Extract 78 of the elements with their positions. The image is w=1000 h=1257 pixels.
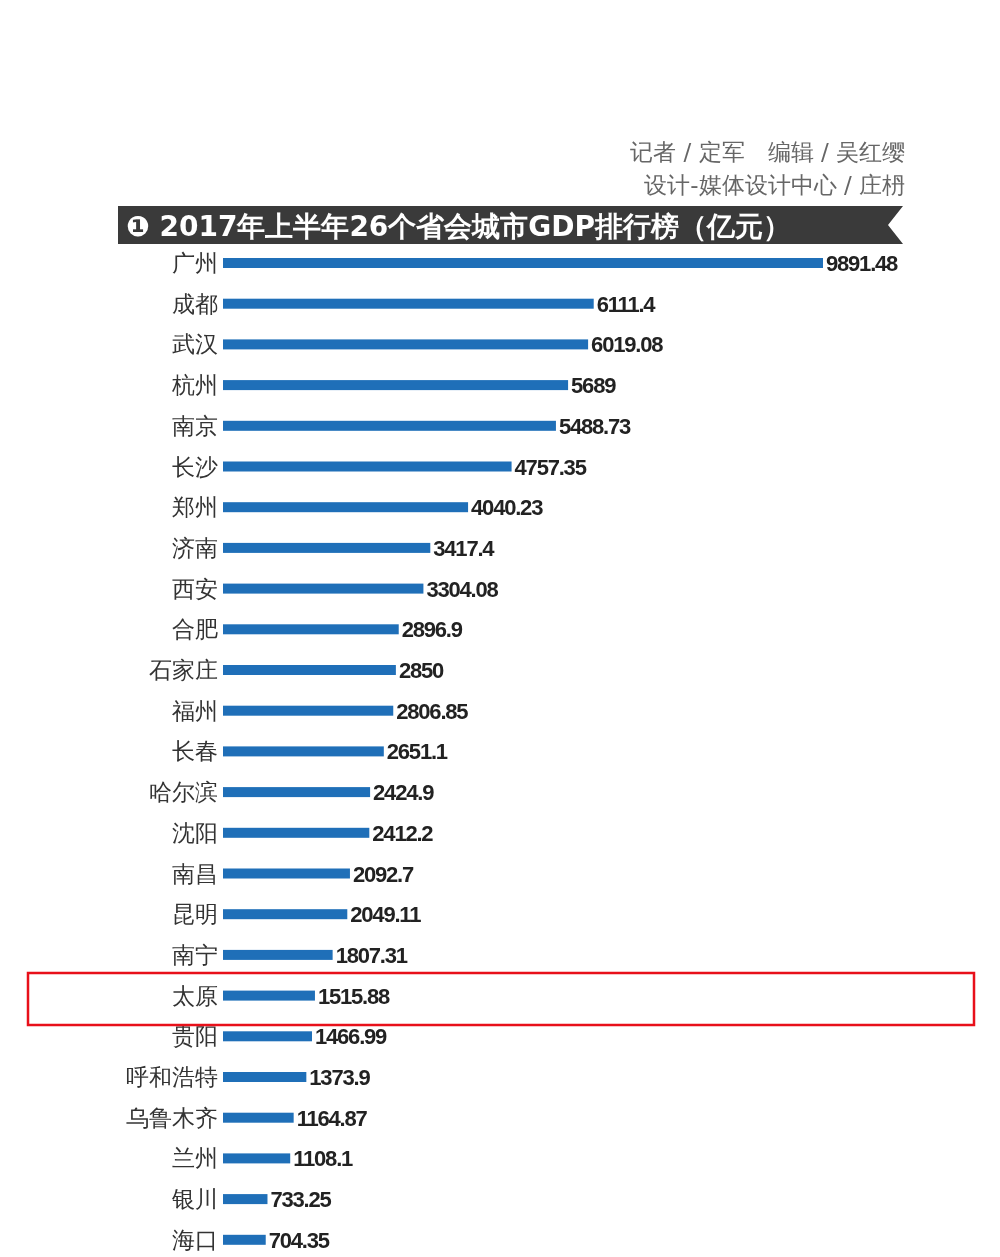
data-label: 2412.2 bbox=[372, 820, 434, 846]
bar bbox=[223, 909, 348, 920]
bar bbox=[223, 746, 384, 757]
y-tick-label: 南京 bbox=[172, 412, 218, 439]
bar bbox=[223, 1112, 294, 1123]
data-label: 2424.9 bbox=[373, 780, 435, 806]
data-label: 2850 bbox=[398, 658, 444, 683]
bar bbox=[223, 1031, 312, 1042]
bar bbox=[223, 827, 370, 838]
text: 记者 / 定军 编辑 / 吴红缨 bbox=[630, 139, 905, 165]
data-label: 3304.08 bbox=[426, 576, 499, 602]
bar bbox=[223, 1072, 307, 1082]
bar bbox=[223, 665, 396, 675]
bar bbox=[223, 949, 333, 960]
bar bbox=[223, 502, 469, 513]
data-label: 2651.1 bbox=[386, 739, 448, 765]
data-label: 6111.4 bbox=[596, 291, 657, 317]
y-tick-label: 太原 bbox=[172, 982, 218, 1009]
y-tick-label: 沈阳 bbox=[172, 819, 218, 846]
y-tick-label: 广州 bbox=[172, 250, 218, 276]
data-label: 4040.23 bbox=[471, 495, 544, 521]
bar bbox=[223, 542, 431, 553]
y-tick-label: 昆明 bbox=[172, 901, 218, 928]
y-tick-label: 济南 bbox=[172, 534, 218, 561]
data-label: 5488.73 bbox=[558, 413, 632, 439]
bar bbox=[223, 298, 594, 309]
y-tick-label: 贵阳 bbox=[172, 1023, 218, 1050]
y-tick-label: 西安 bbox=[172, 575, 218, 602]
bar bbox=[223, 339, 589, 350]
bar bbox=[223, 583, 424, 594]
bar bbox=[223, 990, 315, 1001]
y-tick-label: 杭州 bbox=[171, 372, 218, 399]
data-label: 2806.85 bbox=[396, 698, 469, 724]
bar bbox=[223, 461, 512, 472]
y-tick-label: 石家庄 bbox=[149, 657, 218, 683]
bar bbox=[223, 1194, 268, 1205]
data-label: 9891.48 bbox=[826, 251, 899, 276]
y-tick-label: 兰州 bbox=[172, 1145, 218, 1172]
y-tick-label: 银川 bbox=[171, 1186, 218, 1213]
bar bbox=[223, 1234, 266, 1245]
data-label: 6019.08 bbox=[591, 332, 664, 358]
bar bbox=[223, 787, 371, 798]
data-label: 1466.99 bbox=[314, 1024, 388, 1050]
bar bbox=[223, 258, 823, 268]
y-tick-label: 南昌 bbox=[172, 860, 218, 887]
y-tick-label: 乌鲁木齐 bbox=[126, 1104, 218, 1131]
text: 设计-媒体设计中心 / 庄枬 bbox=[644, 172, 905, 198]
bar bbox=[223, 380, 569, 391]
y-tick-label: 长春 bbox=[172, 738, 218, 765]
bar bbox=[223, 1153, 291, 1164]
y-tick-label: 成都 bbox=[172, 290, 218, 317]
data-label: 733.25 bbox=[270, 1187, 332, 1213]
data-label: 2092.7 bbox=[352, 861, 414, 887]
y-tick-label: 长沙 bbox=[172, 453, 218, 480]
y-tick-label: 郑州 bbox=[172, 494, 218, 521]
data-label: 1373.9 bbox=[309, 1065, 371, 1090]
data-label: 2049.11 bbox=[350, 902, 422, 928]
data-label: 4757.35 bbox=[514, 454, 587, 480]
data-label: 1515.88 bbox=[317, 983, 391, 1009]
y-tick-label: 福州 bbox=[172, 697, 218, 724]
data-label: 5689 bbox=[571, 373, 617, 399]
bar bbox=[223, 624, 399, 635]
y-tick-label: 武汉 bbox=[172, 331, 218, 358]
bar bbox=[223, 420, 556, 431]
y-tick-label: 合肥 bbox=[172, 616, 218, 643]
y-tick-label: 海口 bbox=[172, 1226, 218, 1253]
data-label: 3417.4 bbox=[433, 535, 496, 561]
data-label: 1108.1 bbox=[293, 1146, 354, 1172]
data-label: 2896.9 bbox=[401, 617, 463, 643]
chart-title: ❶ 2017年上半年26个省会城市GDP排行榜（亿元） bbox=[126, 210, 792, 243]
bar bbox=[223, 868, 350, 879]
data-label: 1807.31 bbox=[335, 942, 408, 968]
bar bbox=[223, 705, 394, 716]
y-tick-label: 哈尔滨 bbox=[149, 779, 218, 806]
y-tick-label: 呼和浩特 bbox=[126, 1064, 218, 1090]
data-label: 704.35 bbox=[268, 1227, 330, 1253]
y-tick-label: 南宁 bbox=[172, 941, 218, 968]
data-label: 1164.87 bbox=[296, 1105, 368, 1131]
